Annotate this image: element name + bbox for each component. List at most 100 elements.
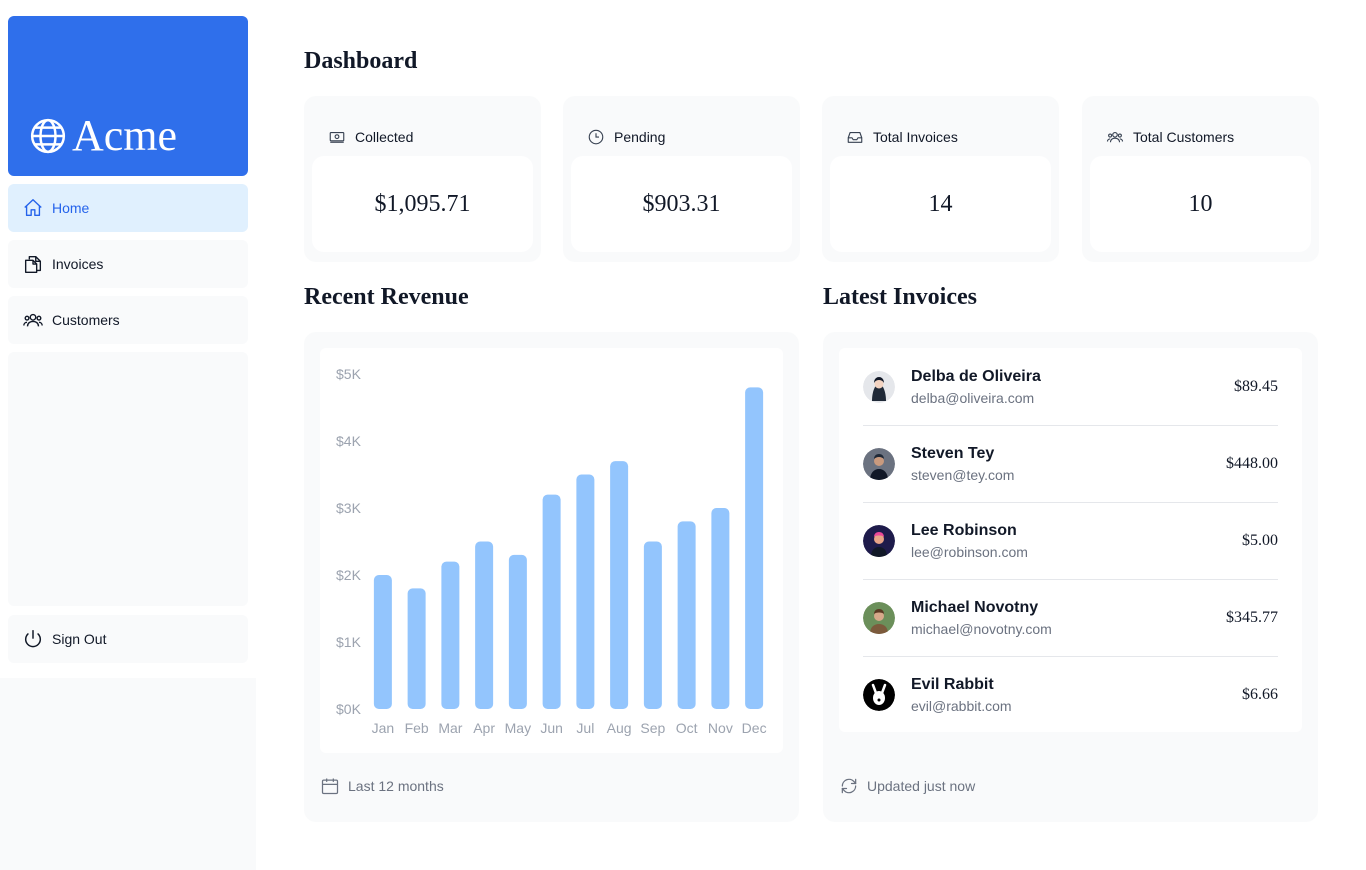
sidebar-item-label: Customers	[52, 312, 120, 328]
refresh-icon	[841, 778, 857, 794]
page-title: Dashboard	[304, 48, 418, 74]
bar-may	[508, 554, 527, 709]
sidebar-spacer	[8, 352, 248, 606]
bar-dec	[745, 387, 764, 709]
y-tick-label: $2K	[336, 567, 362, 583]
customer-name: Delba de Oliveira	[911, 367, 1041, 385]
document-duplicate-icon	[24, 255, 42, 273]
x-tick-label: Jul	[576, 720, 594, 736]
x-tick-label: Jun	[540, 720, 563, 736]
user-group-icon	[1106, 131, 1124, 143]
x-tick-label: Jan	[372, 720, 395, 736]
customer-email: steven@tey.com	[911, 467, 1015, 483]
sidebar-item-label: Invoices	[52, 256, 104, 272]
card-pending: Pending $903.31	[563, 96, 800, 262]
y-tick-label: $1K	[336, 634, 362, 650]
customer-email: delba@oliveira.com	[911, 389, 1035, 406]
revenue-chart-svg: $5K $4K $3K $2K $1K $0K Jan Feb Mar Apr May Jun Jul A…	[336, 366, 767, 736]
avatar	[863, 370, 895, 403]
x-tick-label: Dec	[742, 720, 767, 736]
customer-name: Michael Novotny	[911, 599, 1039, 616]
bar-aug	[610, 461, 629, 709]
latest-invoices-title: Latest Invoices	[823, 284, 977, 310]
sidebar: Acme Home Invoices Customers Sign Out	[0, 0, 256, 870]
sidebar-item-home[interactable]: Home	[8, 184, 248, 232]
card-value: 10	[1090, 156, 1311, 252]
bar-jun	[542, 494, 561, 709]
bar-jul	[576, 474, 595, 709]
invoice-amount: $5.00	[1242, 532, 1278, 549]
sidebar-item-invoices[interactable]: Invoices	[8, 240, 248, 288]
inbox-icon	[847, 131, 863, 143]
avatar	[863, 525, 895, 557]
calendar-icon	[321, 778, 339, 795]
y-tick-label: $5K	[336, 366, 362, 382]
latest-invoices-footer: Updated just now	[839, 776, 975, 796]
customer-name: Steven Tey	[911, 445, 995, 462]
card-value: $903.31	[571, 156, 792, 252]
power-icon	[24, 630, 42, 648]
clock-icon	[588, 129, 604, 145]
latest-invoices-footer-label: Updated just now	[867, 778, 976, 794]
bar-apr	[475, 541, 494, 709]
customer-name: Evil Rabbit	[911, 676, 994, 693]
x-tick-label: May	[505, 720, 531, 736]
invoice-row[interactable]: Steven Tey steven@tey.com $448.00	[863, 425, 1278, 502]
x-tick-label: Mar	[438, 720, 462, 736]
sidebar-item-customers[interactable]: Customers	[8, 296, 248, 344]
card-title: Total Customers	[1133, 129, 1235, 145]
bar-sep	[643, 541, 662, 709]
avatar	[863, 448, 895, 480]
bar-mar	[441, 561, 460, 709]
bar-jan	[373, 575, 392, 709]
latest-invoices-panel: Delba de Oliveira delba@oliveira.com $89…	[823, 332, 1318, 822]
bar-nov	[711, 508, 730, 709]
globe-icon	[30, 118, 66, 154]
x-tick-label: Nov	[708, 720, 733, 736]
customer-email: michael@novotny.com	[911, 621, 1052, 637]
card-total-invoices: Total Invoices 14	[822, 96, 1059, 262]
sign-out-label: Sign Out	[52, 631, 107, 647]
card-title: Collected	[355, 129, 414, 145]
revenue-chart: $5K $4K $3K $2K $1K $0K Jan Feb Mar Apr May Jun Jul A…	[320, 348, 783, 753]
customer-email: lee@robinson.com	[911, 544, 1028, 560]
invoice-amount: $448.00	[1226, 455, 1278, 472]
x-tick-label: Sep	[640, 720, 665, 736]
revenue-panel: $5K $4K $3K $2K $1K $0K Jan Feb Mar Apr May Jun Jul A…	[304, 332, 799, 822]
user-group-icon	[23, 313, 43, 327]
avatar	[863, 679, 895, 711]
invoice-amount: $89.45	[1234, 377, 1278, 395]
revenue-title: Recent Revenue	[304, 284, 469, 310]
x-tick-label: Aug	[607, 720, 632, 736]
brand-name: Acme	[72, 111, 178, 160]
revenue-footer-label: Last 12 months	[348, 778, 444, 794]
avatar	[863, 602, 895, 634]
y-tick-label: $0K	[336, 701, 362, 717]
card-title: Pending	[614, 129, 666, 145]
card-collected: Collected $1,095.71	[304, 96, 541, 262]
customer-name: Lee Robinson	[911, 522, 1017, 539]
x-tick-label: Feb	[405, 720, 429, 736]
revenue-footer: Last 12 months	[320, 776, 444, 796]
bar-feb	[407, 588, 426, 709]
invoice-amount: $6.66	[1242, 686, 1278, 703]
invoice-row[interactable]: Michael Novotny michael@novotny.com $345…	[863, 579, 1278, 656]
invoice-amount: $345.77	[1226, 609, 1278, 626]
brand-logo[interactable]: Acme	[8, 16, 248, 176]
invoice-row[interactable]: Delba de Oliveira delba@oliveira.com $89…	[863, 348, 1278, 425]
sidebar-item-label: Home	[52, 200, 90, 216]
sign-out-button[interactable]: Sign Out	[8, 615, 248, 663]
x-tick-label: Apr	[473, 720, 495, 736]
card-title: Total Invoices	[873, 129, 958, 145]
invoice-list: Delba de Oliveira delba@oliveira.com $89…	[839, 348, 1302, 732]
invoice-row[interactable]: Lee Robinson lee@robinson.com $5.00	[863, 502, 1278, 579]
card-total-customers: Total Customers 10	[1082, 96, 1319, 262]
y-tick-label: $4K	[336, 433, 362, 449]
card-value: $1,095.71	[312, 156, 533, 252]
y-tick-label: $3K	[336, 500, 362, 516]
invoice-row[interactable]: Evil Rabbit evil@rabbit.com $6.66	[863, 656, 1278, 733]
bar-oct	[677, 521, 696, 709]
home-icon	[24, 199, 42, 217]
card-value: 14	[830, 156, 1051, 252]
x-tick-label: Oct	[676, 720, 698, 736]
